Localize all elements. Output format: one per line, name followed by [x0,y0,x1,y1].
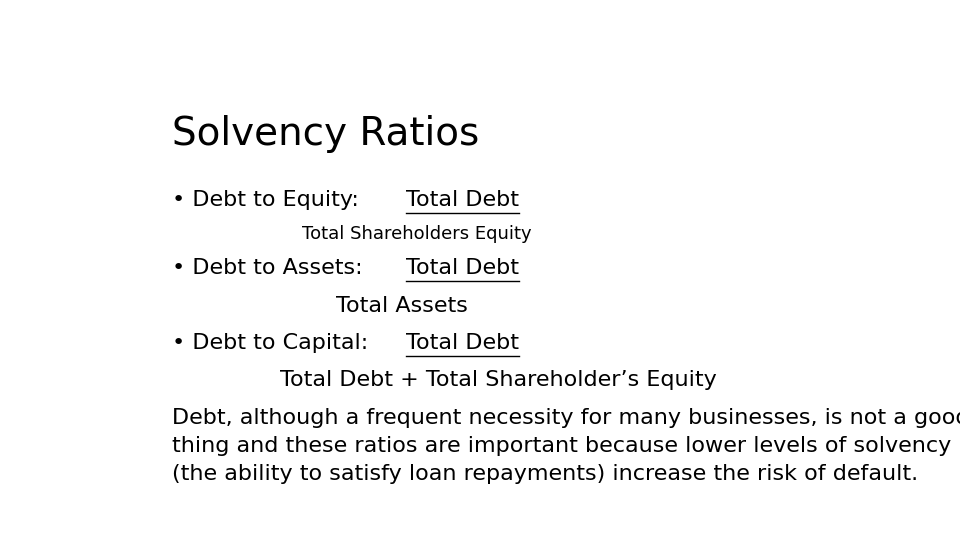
Text: Total Shareholders Equity: Total Shareholders Equity [302,225,532,243]
Text: Debt, although a frequent necessity for many businesses, is not a good
thing and: Debt, although a frequent necessity for … [172,408,960,484]
Text: Total Debt: Total Debt [406,190,519,210]
Text: Total Debt: Total Debt [406,333,519,353]
Text: Total Debt: Total Debt [406,258,519,278]
Text: Total Debt + Total Shareholder’s Equity: Total Debt + Total Shareholder’s Equity [280,370,717,390]
Text: Total Assets: Total Assets [336,295,468,315]
Text: • Debt to Capital:: • Debt to Capital: [172,333,390,353]
Text: • Debt to Assets:: • Debt to Assets: [172,258,384,278]
Text: Solvency Ratios: Solvency Ratios [172,114,479,153]
Text: • Debt to Equity:: • Debt to Equity: [172,190,380,210]
